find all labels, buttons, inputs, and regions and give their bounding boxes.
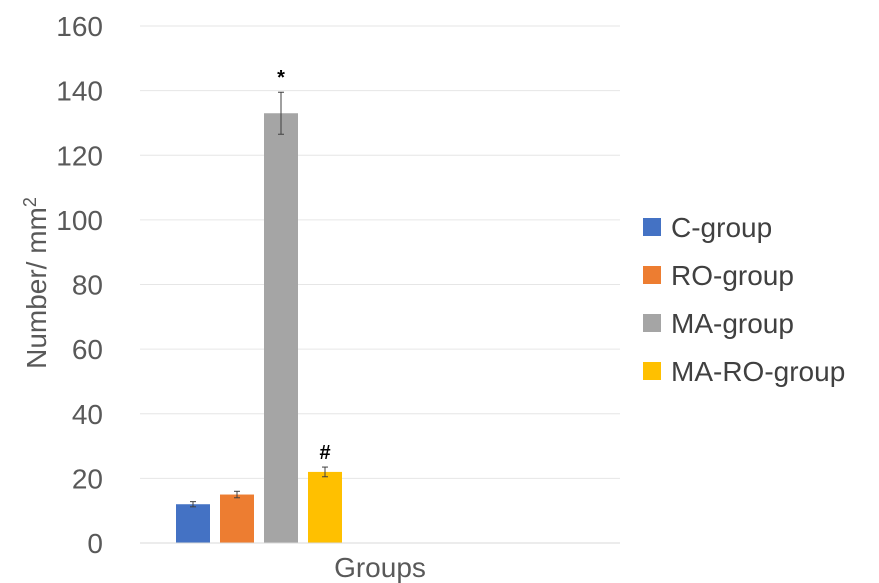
legend-swatch [643,362,661,380]
legend: C-group RO-group MA-group MA-RO-group [643,212,845,387]
y-tick-label: 20 [72,463,103,494]
y-axis-ticks: 0 20 40 60 80 100 120 140 160 [56,11,103,559]
bar-ro-group [220,494,254,543]
y-tick-label: 40 [72,399,103,430]
legend-swatch [643,218,661,236]
y-tick-label: 0 [87,528,103,559]
y-axis-title: Number/ mm2 [20,197,52,369]
bar-ma-ro-group [308,471,342,543]
bar-ma-group [264,113,298,544]
legend-label: MA-group [671,308,794,339]
legend-label: MA-RO-group [671,356,845,387]
y-tick-label: 80 [72,270,103,301]
y-tick-label: 160 [56,11,103,42]
y-tick-label: 60 [72,334,103,365]
y-tick-label: 120 [56,140,103,171]
y-tick-label: 100 [56,205,103,236]
legend-label: C-group [671,212,772,243]
y-tick-label: 140 [56,76,103,107]
legend-swatch [643,314,661,332]
y-axis-title-superscript: 2 [20,197,40,207]
legend-label: RO-group [671,260,794,291]
significance-mark: * [277,67,285,89]
y-axis-title-text: Number/ mm [21,207,52,369]
significance-mark: # [319,442,330,464]
x-axis-title: Groups [334,552,426,583]
gridlines [140,25,620,479]
legend-swatch [643,266,661,284]
bar-c-group [176,504,210,543]
bars: *# [176,67,342,544]
